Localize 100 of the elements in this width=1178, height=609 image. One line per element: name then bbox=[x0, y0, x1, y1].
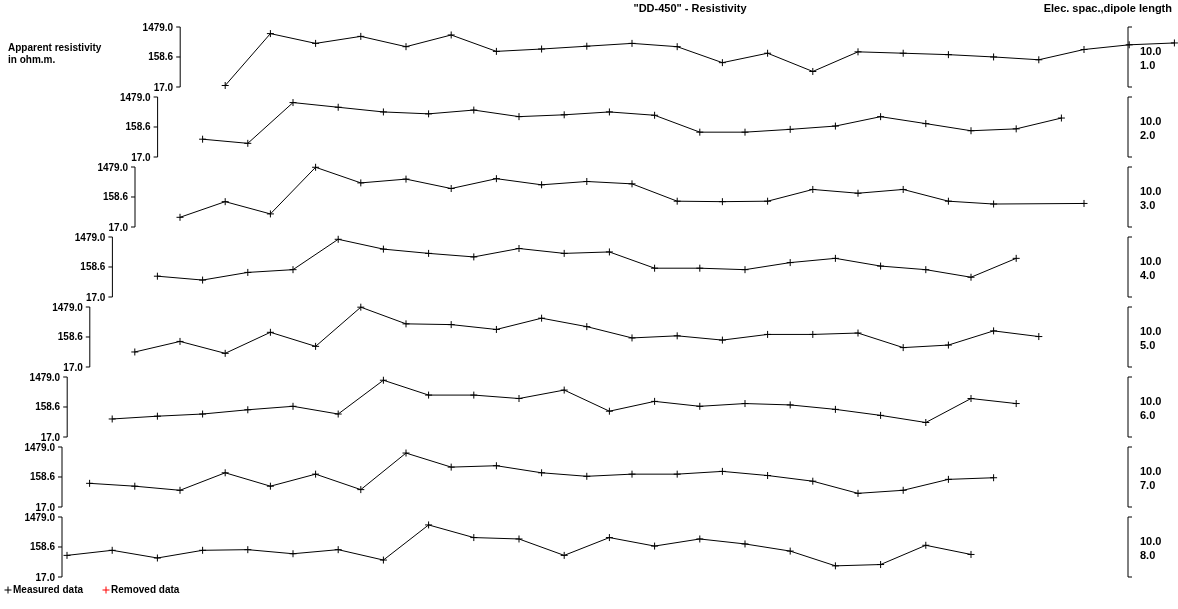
point bbox=[763, 330, 772, 339]
point bbox=[289, 98, 297, 107]
point bbox=[492, 47, 501, 56]
point bbox=[718, 197, 727, 206]
point bbox=[808, 185, 817, 194]
point bbox=[334, 545, 343, 554]
point bbox=[289, 402, 297, 411]
point bbox=[786, 547, 795, 556]
point bbox=[786, 258, 795, 267]
y-tick-label: 158.6 bbox=[29, 471, 56, 483]
annotation: 1.0 bbox=[1140, 58, 1156, 71]
text: 7.0 bbox=[1140, 478, 1156, 491]
point bbox=[989, 473, 998, 482]
text: 10.0 bbox=[1140, 324, 1162, 337]
y-tick-label: 17.0 bbox=[153, 81, 174, 93]
point bbox=[628, 470, 636, 479]
point bbox=[650, 397, 659, 406]
point bbox=[515, 112, 523, 121]
point bbox=[673, 42, 682, 51]
point bbox=[153, 553, 162, 562]
text: 10.0 bbox=[1140, 184, 1162, 197]
point bbox=[808, 330, 817, 339]
point bbox=[289, 265, 297, 274]
point bbox=[921, 418, 930, 427]
y-tick-label: 158.6 bbox=[57, 331, 84, 343]
point bbox=[944, 50, 953, 59]
point bbox=[515, 244, 523, 253]
point bbox=[311, 39, 320, 48]
point bbox=[605, 247, 614, 256]
point bbox=[515, 534, 523, 543]
point bbox=[763, 49, 772, 58]
point bbox=[221, 197, 230, 206]
point bbox=[469, 391, 478, 400]
point bbox=[153, 412, 162, 421]
point bbox=[356, 303, 365, 312]
point bbox=[718, 336, 727, 345]
point bbox=[854, 489, 862, 498]
point bbox=[1012, 254, 1021, 263]
text: 10.0 bbox=[1140, 114, 1162, 127]
point bbox=[967, 273, 975, 282]
point bbox=[424, 520, 433, 529]
y-tick-label: 17.0 bbox=[63, 361, 84, 373]
y-tick-label: 1479.0 bbox=[24, 441, 56, 453]
point bbox=[854, 189, 862, 198]
point bbox=[650, 111, 659, 120]
point bbox=[1012, 124, 1021, 133]
point bbox=[266, 328, 275, 337]
point bbox=[673, 331, 682, 340]
point bbox=[63, 551, 71, 560]
point bbox=[582, 322, 591, 331]
point bbox=[628, 179, 636, 188]
point bbox=[492, 174, 501, 183]
point bbox=[130, 482, 139, 491]
point bbox=[582, 42, 591, 51]
point bbox=[1080, 45, 1088, 54]
point bbox=[311, 342, 320, 351]
point bbox=[786, 400, 795, 409]
point bbox=[356, 485, 365, 494]
legend-label: Measured data bbox=[13, 584, 84, 595]
point bbox=[718, 467, 727, 476]
point bbox=[447, 320, 456, 329]
point bbox=[515, 394, 523, 403]
point bbox=[763, 197, 772, 206]
point bbox=[921, 119, 930, 128]
point bbox=[447, 463, 456, 472]
point bbox=[718, 58, 727, 67]
point bbox=[130, 347, 139, 356]
point bbox=[876, 560, 885, 569]
point bbox=[967, 550, 975, 559]
point bbox=[266, 209, 275, 218]
point bbox=[831, 561, 840, 570]
y-tick-label: 158.6 bbox=[125, 121, 152, 133]
point bbox=[1080, 199, 1088, 208]
point bbox=[537, 180, 546, 189]
text: 10.0 bbox=[1140, 394, 1162, 407]
point bbox=[560, 110, 569, 119]
point bbox=[243, 545, 252, 554]
y-tick-label: 1479.0 bbox=[120, 91, 152, 103]
point bbox=[876, 262, 885, 271]
point bbox=[402, 175, 410, 184]
point bbox=[808, 477, 817, 486]
point bbox=[831, 122, 840, 131]
point bbox=[605, 107, 614, 116]
point bbox=[469, 106, 478, 115]
point bbox=[356, 32, 365, 41]
chart-title: "DD-450" - Resistivity bbox=[633, 2, 748, 14]
point bbox=[628, 333, 636, 342]
y-tick-label: 158.6 bbox=[102, 191, 129, 203]
point bbox=[605, 533, 614, 542]
point bbox=[334, 103, 343, 112]
point bbox=[876, 411, 885, 420]
annotation: 10.0 bbox=[1140, 44, 1162, 57]
point bbox=[176, 213, 184, 222]
point bbox=[899, 185, 908, 194]
point bbox=[695, 402, 704, 411]
point bbox=[243, 139, 252, 148]
point bbox=[1057, 114, 1066, 123]
point bbox=[334, 410, 343, 419]
point bbox=[424, 391, 433, 400]
point bbox=[854, 47, 862, 56]
